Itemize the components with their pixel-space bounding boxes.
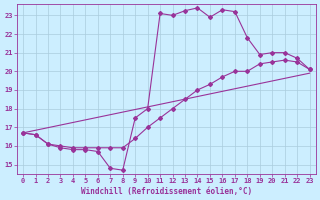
X-axis label: Windchill (Refroidissement éolien,°C): Windchill (Refroidissement éolien,°C) <box>81 187 252 196</box>
